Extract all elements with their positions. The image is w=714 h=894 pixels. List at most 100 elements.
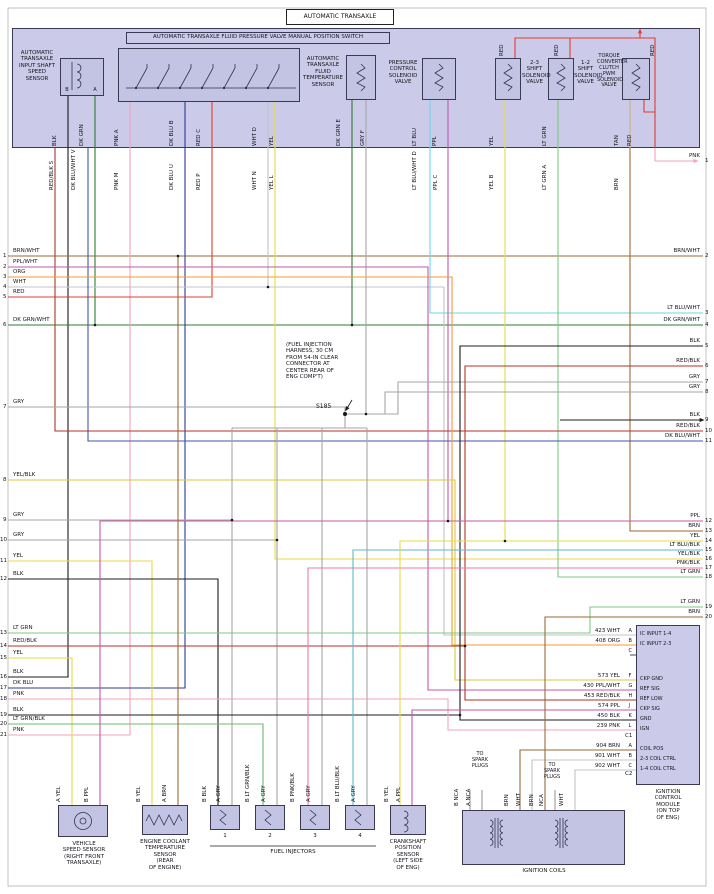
shift-solenoid-12-box (548, 58, 574, 100)
circuit-number-left: 19 (0, 712, 7, 718)
wire-color-label-right: BRN (688, 523, 700, 529)
circuit-number-left: 17 (0, 685, 7, 691)
wire-color-vlabel: PPL C (433, 174, 439, 190)
wire-color-vlabel: LT GRN A (542, 164, 548, 190)
wire-color-label-left: GRY (13, 399, 25, 405)
icm-pin-letter: A (628, 628, 632, 634)
wire-color-label-right: YEL/BLK (677, 551, 700, 557)
wire-color-vlabel: A PPL (396, 786, 402, 802)
icm-wire-label: 574 PPL (598, 702, 620, 709)
icm-pin-letter: G (628, 683, 633, 689)
to-spark-plugs-1: TO SPARK PLUGS (471, 751, 489, 769)
wire-color-label-right: GRY (688, 374, 700, 380)
switch-caption: AUTOMATIC TRANSAXLE FLUID PRESSURE VALVE… (153, 34, 363, 40)
iss-pin-a: A (93, 87, 97, 93)
wire-color-label-left: BLK (13, 669, 24, 675)
iss-pin-b: B (65, 87, 69, 93)
junction-dot (463, 644, 467, 648)
circuit-number-left: 5 (3, 294, 7, 300)
wire-color-vlabel: B BLK (202, 786, 208, 802)
wire-color-vlabel: PPL (432, 136, 438, 146)
circuit-number-left: 6 (3, 322, 7, 328)
wire-color-vlabel: DK BLU B (169, 120, 175, 146)
icm-connector-c1: C1 (625, 733, 633, 739)
wire-arrow (345, 405, 350, 412)
pressure-solenoid-caption: PRESSURE CONTROL SOLENOID VALVE (388, 60, 418, 86)
crankshaft-sensor-box (390, 805, 426, 835)
wire-DK BLU (8, 102, 186, 689)
wire-color-vlabel: B YEL (384, 786, 390, 802)
junction-dot (93, 323, 97, 327)
circuit-number-left: 12 (0, 576, 7, 582)
wire-color-vlabel: LT BLU (412, 127, 418, 146)
tcc-caption: TORQUE CONVERTER CLUTCH PWM SOLENOID VAL… (597, 53, 628, 89)
wire-color-vlabel: A GRY (216, 785, 222, 802)
circuit-number-right: 18 (705, 574, 712, 580)
junction-dot (230, 518, 234, 522)
icm-function-label: IC INPUT 1-4 (640, 631, 672, 637)
wire-color-label-right: LT GRN (680, 569, 700, 575)
wire-color-label-left: ORG (13, 269, 26, 275)
wire-color-vlabel: YEL (269, 136, 275, 146)
circuit-number-right: 9 (705, 417, 709, 423)
wire-color-vlabel: TAN (614, 135, 620, 146)
icm-wire-label: 573 YEL (597, 672, 620, 679)
wire-DK BLU/WHT (87, 148, 703, 442)
injector-2-box (255, 805, 285, 830)
wire-color-vlabel: B NCA (454, 788, 460, 806)
junction-dot (176, 254, 180, 258)
wire-color-vlabel: A NCA (466, 788, 472, 806)
injector-3-number: 3 (313, 833, 317, 839)
manual-position-switch-box (118, 48, 300, 102)
wire-color-label-right: RED/BLK (676, 423, 700, 429)
icm-pin-letter: C (628, 763, 633, 769)
icm-pin-letter: B (628, 638, 632, 644)
wire-color-vlabel: B YEL (136, 786, 142, 802)
vss-caption: VEHICLE SPEED SENSOR (RIGHT FRONT TRANSA… (62, 841, 106, 867)
icm-function-label: IGN (640, 726, 650, 732)
wire-color-vlabel: RED (554, 44, 560, 56)
icm-wire-label: 450 BLK (597, 712, 620, 719)
circuit-number-right: 10 (705, 428, 712, 434)
circuit-number-left: 8 (3, 477, 7, 483)
wire-color-label-left: WHT (13, 279, 26, 285)
pressure-control-solenoid-box (422, 58, 456, 100)
wire-color-label-left: YEL (13, 553, 23, 559)
injector-1-box (210, 805, 240, 830)
wire-color-label-left: DK GRN/WHT (13, 317, 50, 323)
junction-dot (350, 323, 354, 327)
circuit-number-left: 2 (3, 264, 7, 270)
icm-pin-letter: F (628, 673, 632, 679)
icm-pin-letter: K (628, 713, 632, 719)
circuit-number-right: 11 (705, 438, 712, 444)
wire-color-vlabel: DK GRN (79, 124, 85, 146)
icm-wire-label: 423 WHT (594, 627, 620, 634)
circuit-number-left: 13 (0, 630, 7, 636)
wire-color-label-left: RED (13, 289, 25, 295)
circuit-number-right: 1 (705, 158, 709, 164)
ignition-coils-caption: IGNITION COILS (522, 868, 566, 874)
circuit-number-right: 15 (705, 547, 712, 553)
circuit-number-left: 9 (3, 517, 7, 523)
circuit-number-right: 2 (705, 253, 709, 259)
wire-YEL/BLK (8, 479, 636, 681)
wire-color-label-left: BLK (13, 571, 24, 577)
icm-wire-label: 902 WHT (594, 762, 620, 769)
wire-color-vlabel: LT BLU/WHT D (412, 151, 418, 190)
fuel-injectors-caption: FUEL INJECTORS (270, 849, 316, 855)
wire-color-vlabel: RED (650, 44, 656, 56)
wire-color-vlabel: A BRN (162, 784, 168, 802)
junction-dot (458, 713, 462, 717)
circuit-number-right: 3 (705, 310, 709, 316)
wire-color-label-left: BLK (13, 707, 24, 713)
wire-color-label-left: GRY (13, 532, 25, 538)
wire-color-vlabel: NCA (539, 794, 545, 806)
junction-dot (275, 538, 279, 542)
circuit-number-right: 12 (705, 518, 712, 524)
circuit-number-right: 7 (705, 379, 709, 385)
wire-color-vlabel: YEL B (489, 174, 495, 190)
wire-color-vlabel: RED C (196, 128, 202, 146)
wire-arrow (693, 158, 699, 164)
wire-color-vlabel: WHT (516, 793, 522, 806)
icm-connector-c2: C2 (625, 771, 633, 777)
